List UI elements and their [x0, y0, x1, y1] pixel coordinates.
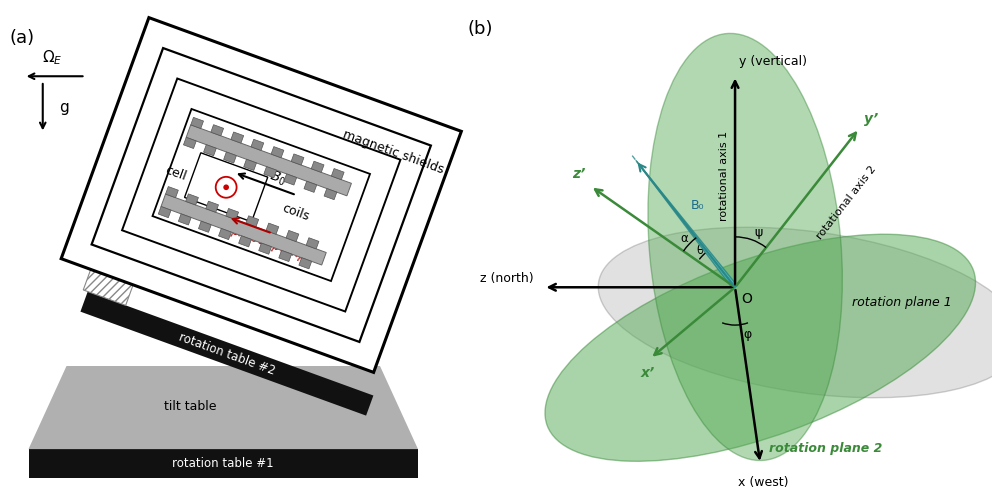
- Text: magnetic shields: magnetic shields: [341, 128, 445, 176]
- Text: y’: y’: [864, 112, 878, 126]
- Polygon shape: [226, 209, 239, 220]
- Polygon shape: [279, 250, 292, 262]
- Polygon shape: [186, 194, 198, 205]
- Text: θ: θ: [697, 244, 704, 257]
- Text: y (vertical): y (vertical): [739, 55, 807, 68]
- Polygon shape: [183, 138, 196, 149]
- Polygon shape: [206, 201, 219, 212]
- Polygon shape: [28, 366, 418, 449]
- Text: x (west): x (west): [738, 476, 788, 489]
- Text: z (north): z (north): [480, 272, 533, 285]
- Text: tilt table: tilt table: [164, 400, 216, 413]
- Polygon shape: [266, 223, 279, 234]
- Text: α: α: [680, 232, 688, 245]
- Text: probe  pump: probe pump: [229, 223, 309, 263]
- Text: $B_0$: $B_0$: [267, 167, 288, 189]
- Polygon shape: [178, 214, 191, 225]
- Polygon shape: [306, 238, 319, 249]
- Polygon shape: [28, 449, 418, 478]
- Text: $\Omega_E$: $\Omega_E$: [42, 48, 62, 67]
- Text: z’: z’: [572, 167, 586, 181]
- Text: (a): (a): [10, 29, 35, 47]
- Ellipse shape: [598, 227, 1000, 398]
- Text: φ: φ: [744, 328, 752, 341]
- Polygon shape: [204, 145, 216, 156]
- Polygon shape: [311, 161, 324, 172]
- Polygon shape: [92, 48, 431, 342]
- Polygon shape: [224, 152, 236, 163]
- Polygon shape: [61, 18, 461, 372]
- Polygon shape: [80, 291, 373, 416]
- Polygon shape: [331, 168, 344, 180]
- Polygon shape: [636, 160, 737, 289]
- Polygon shape: [186, 125, 351, 196]
- Polygon shape: [259, 243, 271, 254]
- Polygon shape: [251, 139, 264, 150]
- Polygon shape: [231, 132, 244, 143]
- Text: B₀: B₀: [691, 200, 704, 212]
- Ellipse shape: [545, 234, 976, 461]
- Text: rotation plane 2: rotation plane 2: [769, 442, 882, 455]
- Text: coils: coils: [280, 202, 311, 223]
- Polygon shape: [239, 236, 251, 247]
- Text: O: O: [741, 292, 752, 306]
- Polygon shape: [161, 194, 326, 265]
- Polygon shape: [286, 230, 299, 241]
- Text: rotational axis 1: rotational axis 1: [719, 132, 729, 221]
- Polygon shape: [299, 258, 312, 269]
- Circle shape: [223, 184, 229, 190]
- Text: rotation table #2: rotation table #2: [177, 330, 277, 377]
- Polygon shape: [304, 181, 317, 193]
- Text: (b): (b): [468, 20, 493, 38]
- Text: rotational axis 2: rotational axis 2: [815, 164, 878, 241]
- Polygon shape: [284, 174, 297, 185]
- Text: rotation plane 1: rotation plane 1: [852, 296, 951, 309]
- Polygon shape: [166, 186, 178, 198]
- Text: x’: x’: [640, 366, 655, 380]
- Polygon shape: [219, 228, 231, 239]
- Text: ψ: ψ: [754, 226, 762, 239]
- Polygon shape: [122, 79, 400, 311]
- Polygon shape: [324, 188, 337, 200]
- Polygon shape: [158, 207, 171, 218]
- Polygon shape: [211, 124, 224, 136]
- Text: cell: cell: [163, 164, 188, 183]
- Polygon shape: [271, 147, 284, 158]
- Polygon shape: [264, 167, 277, 178]
- Polygon shape: [291, 154, 304, 165]
- Polygon shape: [185, 153, 268, 222]
- Text: g: g: [59, 100, 69, 114]
- Polygon shape: [244, 159, 256, 170]
- Polygon shape: [246, 216, 259, 227]
- Text: rotation table #1: rotation table #1: [172, 457, 274, 470]
- Polygon shape: [191, 117, 204, 129]
- Ellipse shape: [648, 33, 842, 461]
- Polygon shape: [198, 221, 211, 232]
- Polygon shape: [152, 109, 370, 281]
